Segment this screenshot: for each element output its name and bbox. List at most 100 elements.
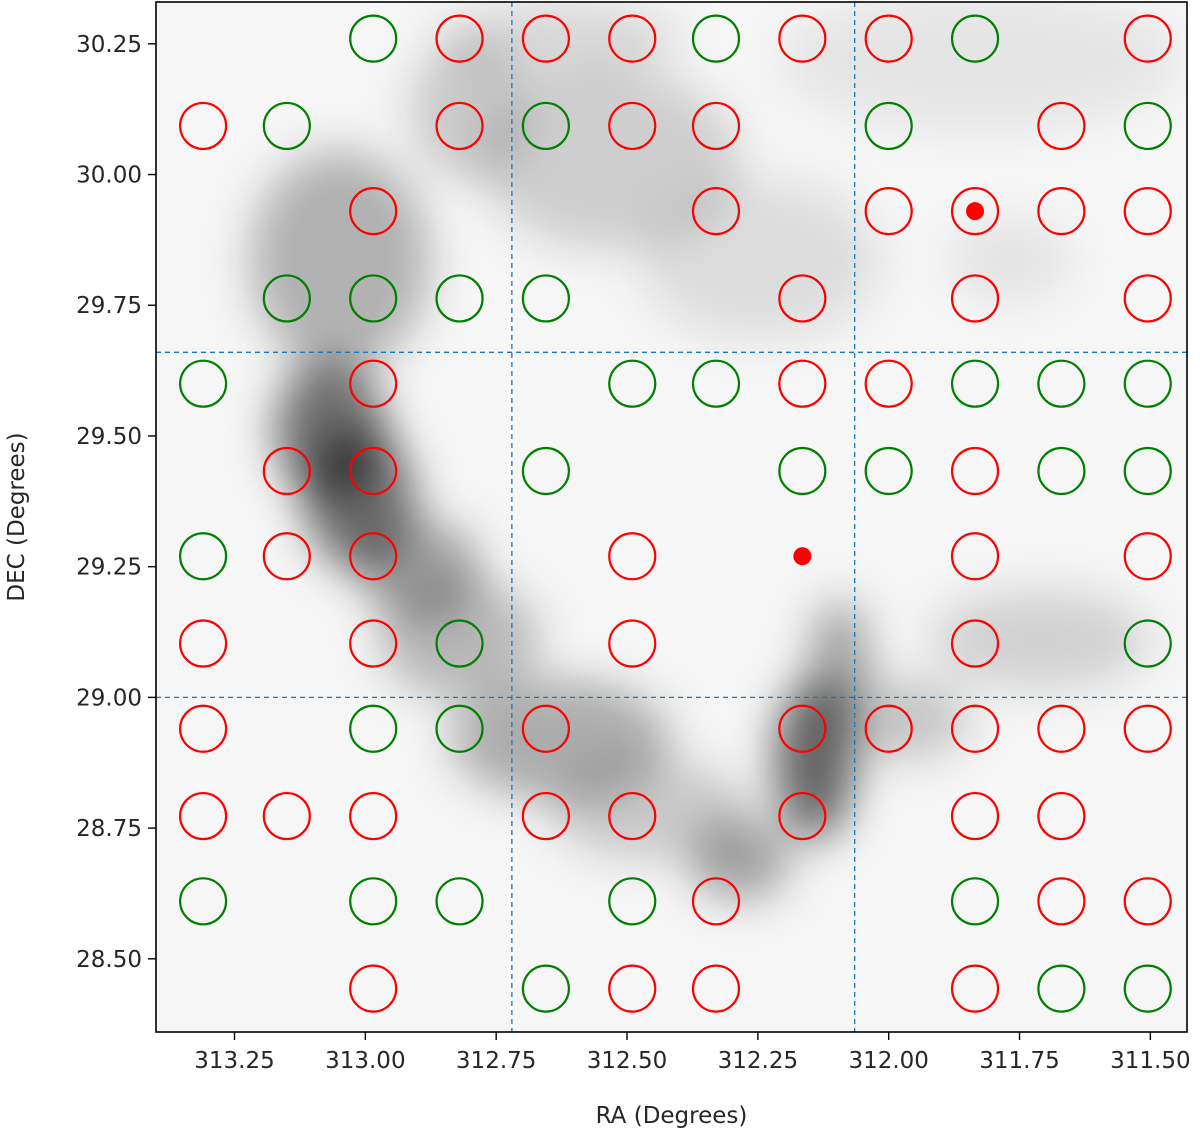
green-circle-marker bbox=[349, 274, 398, 323]
red-circle-marker bbox=[1037, 101, 1086, 151]
red-circle-marker bbox=[349, 359, 398, 408]
green-circle-marker bbox=[435, 619, 484, 668]
red-circle-marker bbox=[778, 704, 827, 753]
red-circle-marker bbox=[262, 532, 311, 581]
red-circle-marker bbox=[691, 101, 741, 151]
red-circle-marker bbox=[691, 187, 741, 236]
red-circle-marker bbox=[1037, 877, 1086, 926]
green-circle-marker bbox=[349, 877, 398, 926]
red-circle-marker bbox=[179, 101, 228, 151]
green-circle-marker bbox=[1123, 101, 1172, 151]
green-circle-marker bbox=[521, 101, 570, 151]
y-axis-ticks: 28.50 28.75 29.00 29.25 29.50 29.75 30.00 30.25 bbox=[76, 32, 156, 973]
red-circle-marker bbox=[521, 14, 570, 63]
green-circle-marker bbox=[179, 877, 228, 926]
red-circle-marker bbox=[864, 704, 913, 753]
red-circle-marker bbox=[179, 619, 228, 668]
red-circle-marker bbox=[950, 619, 1000, 668]
red-circle-marker bbox=[262, 446, 311, 496]
green-circle-marker bbox=[864, 101, 913, 151]
green-circle-marker bbox=[778, 446, 827, 496]
red-circle-marker bbox=[435, 101, 484, 151]
green-circle-marker bbox=[950, 359, 1000, 408]
y-tick-label: 29.50 bbox=[76, 424, 142, 450]
green-circle-marker bbox=[864, 446, 913, 496]
red-circle-marker bbox=[521, 704, 570, 753]
red-circle-marker bbox=[608, 532, 657, 581]
red-circle-marker bbox=[1037, 187, 1086, 236]
red-circle-marker bbox=[179, 791, 228, 841]
red-circle-marker bbox=[349, 532, 398, 581]
x-tick-label: 311.50 bbox=[1110, 1048, 1190, 1074]
red-circle-marker bbox=[950, 187, 1000, 236]
filled-red-point bbox=[793, 547, 812, 566]
y-tick-label: 29.00 bbox=[76, 685, 142, 711]
green-circle-marker bbox=[179, 359, 228, 408]
red-circle-marker bbox=[1123, 532, 1172, 581]
axes-frame bbox=[155, 1, 1188, 1033]
green-circle-marker bbox=[521, 964, 570, 1013]
green-circle-marker bbox=[179, 532, 228, 581]
red-circle-marker bbox=[864, 359, 913, 408]
green-circle-marker bbox=[1123, 619, 1172, 668]
green-circle-marker bbox=[1123, 446, 1172, 496]
green-circle-marker bbox=[1037, 446, 1086, 496]
green-circle-marker bbox=[1037, 964, 1086, 1013]
red-circle-marker bbox=[1123, 187, 1172, 236]
red-circle-marker bbox=[864, 14, 913, 63]
red-circle-marker bbox=[950, 446, 1000, 496]
red-circle-marker bbox=[349, 964, 398, 1013]
green-circle-marker bbox=[691, 14, 741, 63]
red-circle-marker bbox=[608, 964, 657, 1013]
intensity-map bbox=[156, 2, 1187, 1032]
red-circle-marker bbox=[950, 532, 1000, 581]
red-circle-marker bbox=[608, 619, 657, 668]
red-circle-marker bbox=[1123, 274, 1172, 323]
red-circle-marker bbox=[778, 274, 827, 323]
red-circle-marker bbox=[691, 877, 741, 926]
red-circle-marker bbox=[950, 274, 1000, 323]
x-tick-label: 312.75 bbox=[456, 1048, 536, 1074]
green-circle-marker bbox=[349, 14, 398, 63]
y-tick-label: 30.00 bbox=[76, 163, 142, 189]
red-circle-marker bbox=[950, 964, 1000, 1013]
green-circle-marker bbox=[435, 877, 484, 926]
red-circle-marker bbox=[778, 14, 827, 63]
red-circle-marker bbox=[1037, 791, 1086, 841]
filled-points bbox=[793, 202, 985, 566]
filled-red-point bbox=[966, 202, 985, 221]
x-axis-label: RA (Degrees) bbox=[596, 1103, 748, 1129]
green-circle-marker bbox=[691, 359, 741, 408]
red-circle-marker bbox=[1123, 877, 1172, 926]
red-circle-marker bbox=[1123, 14, 1172, 63]
x-tick-label: 312.00 bbox=[848, 1048, 928, 1074]
dashed-guide-lines bbox=[156, 2, 1187, 1032]
red-circle-marker bbox=[950, 791, 1000, 841]
green-circle-marker bbox=[1037, 359, 1086, 408]
red-circle-marker bbox=[435, 14, 484, 63]
red-circle-marker bbox=[262, 791, 311, 841]
green-circle-marker bbox=[435, 704, 484, 753]
x-tick-label: 312.25 bbox=[718, 1048, 798, 1074]
green-circle-marker bbox=[262, 274, 311, 323]
green-circle-marker bbox=[521, 446, 570, 496]
red-circle-marker bbox=[864, 187, 913, 236]
red-circle-marker bbox=[349, 619, 398, 668]
y-tick-label: 29.75 bbox=[76, 293, 142, 319]
y-axis-label: DEC (Degrees) bbox=[4, 432, 30, 601]
green-circle-marker bbox=[1123, 964, 1172, 1013]
red-circle-marker bbox=[778, 359, 827, 408]
red-circle-marker bbox=[691, 964, 741, 1013]
red-circle-marker bbox=[179, 704, 228, 753]
red-circle-marker bbox=[521, 791, 570, 841]
red-circle-marker bbox=[778, 791, 827, 841]
y-tick-label: 28.75 bbox=[76, 816, 142, 842]
red-circle-marker bbox=[349, 791, 398, 841]
x-tick-label: 313.25 bbox=[194, 1048, 274, 1074]
red-circle-marker bbox=[349, 187, 398, 236]
green-circle-marker bbox=[521, 274, 570, 323]
green-circle-marker bbox=[608, 877, 657, 926]
y-tick-label: 30.25 bbox=[76, 32, 142, 58]
green-circle-marker bbox=[349, 704, 398, 753]
y-tick-label: 28.50 bbox=[76, 947, 142, 973]
